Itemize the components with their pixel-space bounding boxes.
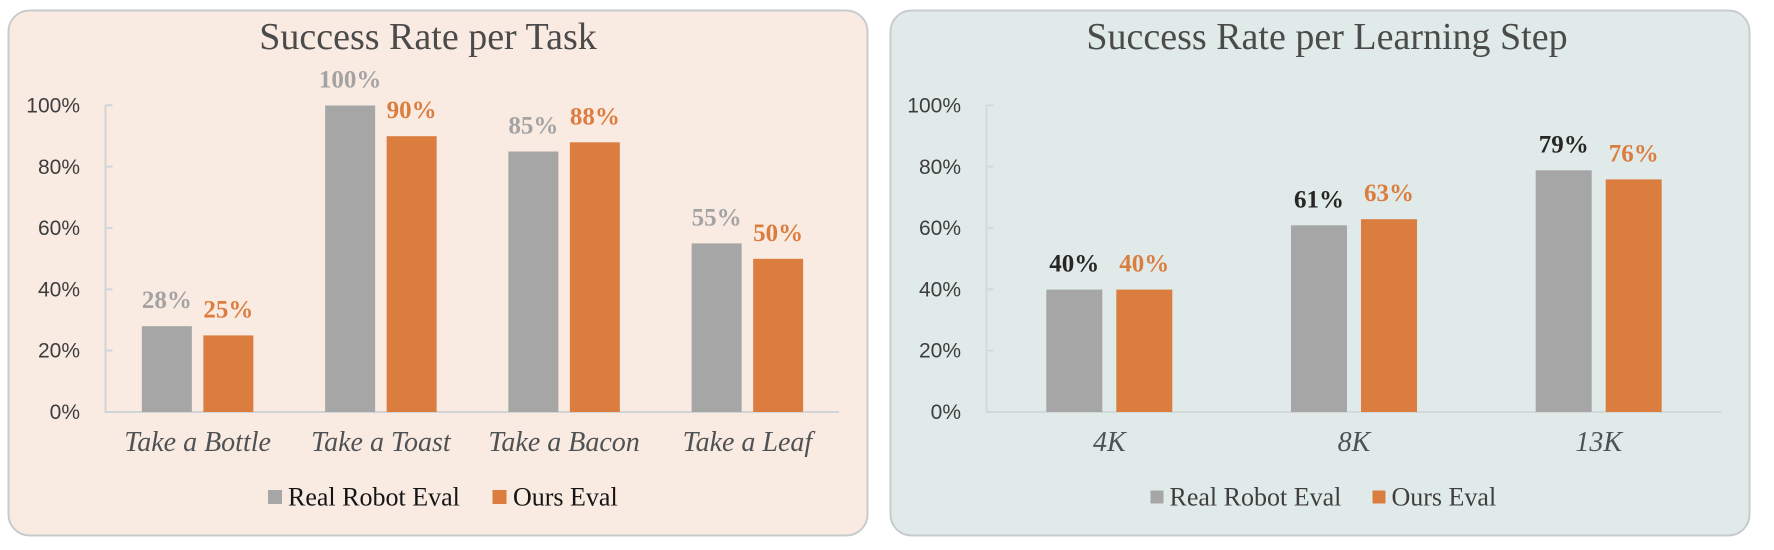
svg-text:25%: 25% <box>203 296 253 323</box>
svg-text:61%: 61% <box>1294 186 1344 213</box>
svg-text:40%: 40% <box>38 278 80 301</box>
svg-text:88%: 88% <box>570 103 620 130</box>
svg-text:Real Robot Eval: Real Robot Eval <box>288 483 460 512</box>
svg-text:40%: 40% <box>1049 251 1099 278</box>
svg-text:0%: 0% <box>931 401 961 424</box>
svg-text:40%: 40% <box>1119 251 1169 278</box>
svg-text:20%: 20% <box>919 340 961 363</box>
svg-text:80%: 80% <box>919 156 961 179</box>
svg-text:60%: 60% <box>919 217 961 240</box>
svg-text:Real Robot Eval: Real Robot Eval <box>1170 483 1342 512</box>
svg-text:Take a Bottle: Take a Bottle <box>124 427 271 458</box>
svg-text:28%: 28% <box>142 287 192 314</box>
svg-text:4K: 4K <box>1093 427 1127 458</box>
svg-text:60%: 60% <box>38 217 80 240</box>
svg-text:85%: 85% <box>508 113 558 140</box>
svg-text:Take a Bacon: Take a Bacon <box>488 427 639 458</box>
svg-text:Success Rate per Task: Success Rate per Task <box>259 16 597 58</box>
svg-text:8K: 8K <box>1338 427 1372 458</box>
svg-text:13K: 13K <box>1575 427 1623 458</box>
svg-text:63%: 63% <box>1364 180 1414 207</box>
svg-text:Take a Toast: Take a Toast <box>311 427 452 458</box>
svg-text:100%: 100% <box>907 95 961 118</box>
svg-text:50%: 50% <box>753 220 803 247</box>
svg-text:100%: 100% <box>319 67 382 94</box>
svg-text:76%: 76% <box>1609 140 1659 167</box>
svg-text:80%: 80% <box>38 156 80 179</box>
svg-text:100%: 100% <box>26 95 80 118</box>
svg-text:0%: 0% <box>50 401 80 424</box>
svg-text:20%: 20% <box>38 340 80 363</box>
svg-text:90%: 90% <box>387 97 437 124</box>
svg-text:Success Rate per Learning Step: Success Rate per Learning Step <box>1086 16 1567 58</box>
svg-text:55%: 55% <box>692 204 742 231</box>
svg-text:40%: 40% <box>919 278 961 301</box>
svg-text:Ours Eval: Ours Eval <box>513 483 618 512</box>
svg-text:Take a Leaf: Take a Leaf <box>683 427 816 458</box>
svg-text:79%: 79% <box>1539 131 1589 158</box>
svg-text:Ours Eval: Ours Eval <box>1392 483 1497 512</box>
